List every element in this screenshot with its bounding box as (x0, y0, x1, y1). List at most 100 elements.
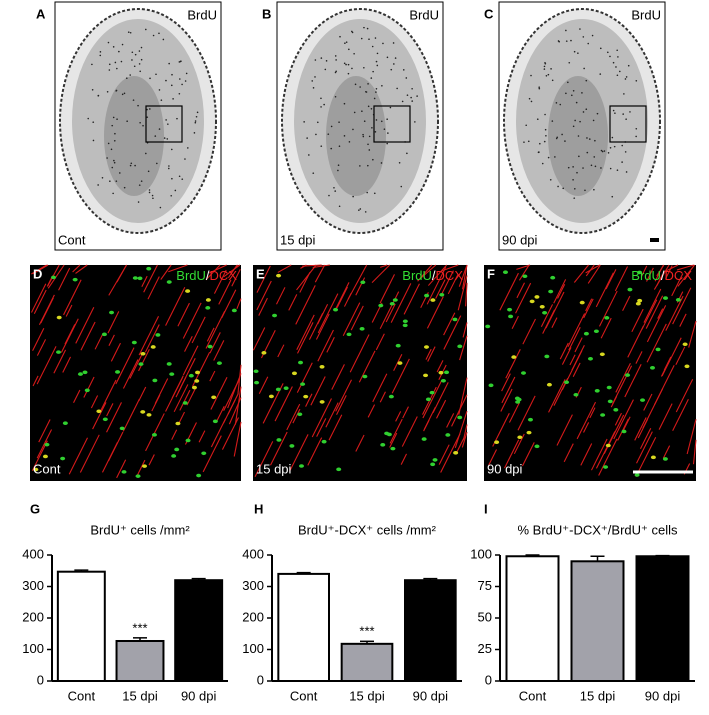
stain-part: DCX (210, 268, 238, 283)
dcx-fiber (426, 266, 447, 305)
dcx-fiber (296, 362, 313, 393)
cell-dot (343, 62, 346, 65)
brdu-cell (511, 355, 517, 359)
brdu-cell (275, 387, 281, 392)
cell-dot (374, 131, 377, 133)
dcx-fiber (505, 348, 521, 379)
cell-dot (612, 61, 615, 64)
brdu-cell (392, 298, 398, 302)
dcx-fiber (206, 327, 215, 342)
cell-dot (635, 79, 638, 82)
dcx-fiber (553, 279, 567, 304)
dcx-fiber (459, 335, 468, 361)
cell-dot (559, 103, 562, 106)
dcx-fiber (275, 287, 286, 305)
brdu-cell (135, 474, 141, 478)
cell-dot (574, 187, 576, 190)
cell-dot (320, 57, 323, 59)
cell-dot (616, 169, 619, 171)
cell-dot (338, 121, 340, 123)
dcx-fiber (617, 418, 629, 441)
cell-dot (394, 57, 397, 59)
cell-dot (134, 53, 137, 56)
cell-dot (193, 132, 196, 134)
dcx-fiber (646, 305, 667, 343)
dcx-fiber (68, 437, 89, 475)
brdu-cell (527, 417, 533, 422)
dcx-fiber (60, 318, 79, 353)
dcx-fiber (613, 399, 634, 440)
stain-part: / (206, 268, 210, 283)
cell-dot (121, 93, 124, 96)
cell-dot (565, 40, 568, 42)
cell-dot (358, 209, 360, 211)
brdu-cell (283, 386, 289, 390)
cell-dot (583, 67, 585, 70)
stain-part: DCX (436, 268, 464, 283)
dcx-fiber (300, 264, 307, 269)
cell-dot (196, 111, 199, 114)
dcx-fiber (145, 413, 165, 452)
brdu-cell (150, 345, 156, 349)
dcx-fiber (432, 382, 449, 414)
dcx-fiber (236, 298, 242, 310)
cell-dot (170, 84, 173, 87)
cell-dot (567, 166, 570, 169)
cell-dot (362, 135, 365, 138)
cell-dot (555, 102, 558, 104)
brdu-cell (321, 439, 327, 444)
dcx-fiber (540, 304, 554, 328)
cell-dot (130, 162, 133, 165)
dcx-fiber (168, 264, 188, 273)
cell-dot (168, 62, 170, 65)
dcx-fiber (614, 266, 629, 292)
brdu-cell (146, 266, 152, 271)
cell-dot (611, 195, 614, 198)
cell-dot (551, 79, 554, 82)
dcx-fiber (427, 264, 448, 286)
dcx-fiber (522, 318, 536, 345)
cell-dot (165, 119, 167, 121)
cell-dot (113, 159, 115, 162)
cell-dot (368, 38, 370, 40)
brdu-cell (380, 443, 386, 447)
dcx-fiber (234, 386, 242, 425)
cell-dot (411, 87, 413, 90)
dcx-fiber (258, 297, 268, 316)
dcx-fiber (349, 334, 370, 373)
cell-dot (627, 64, 630, 67)
dcx-fiber (137, 459, 146, 475)
cell-dot (591, 34, 594, 37)
y-tick-label: 200 (242, 609, 264, 624)
dcx-fiber (336, 286, 348, 309)
dcx-fiber (371, 264, 391, 283)
cell-dot (112, 192, 114, 195)
cell-dot (376, 64, 379, 67)
cell-dot (584, 189, 586, 192)
cell-dot (635, 127, 638, 130)
cell-dot (624, 151, 627, 153)
cell-dot (320, 145, 323, 147)
dcx-fiber (47, 264, 65, 289)
dcx-fiber (598, 290, 618, 327)
cell-dot (572, 89, 575, 92)
panel-letter: C (484, 6, 494, 21)
dcx-fiber (325, 402, 339, 428)
cell-dot (125, 77, 128, 79)
x-tick-label: 15 dpi (349, 688, 385, 703)
dcx-fiber (583, 422, 590, 433)
x-tick-label: 90 dpi (181, 688, 217, 703)
cell-dot (92, 139, 95, 142)
cell-dot (398, 161, 401, 164)
cell-dot (348, 48, 350, 51)
dcx-fiber (395, 411, 402, 422)
cell-dot (561, 133, 563, 136)
dcx-fiber (36, 346, 57, 385)
cell-dot (158, 128, 161, 130)
cell-dot (111, 166, 114, 169)
cell-dot (139, 70, 141, 73)
cell-dot (609, 55, 611, 58)
dcx-fiber (446, 413, 455, 428)
stain-label: BrdU (631, 7, 661, 22)
brdu-cell (529, 299, 535, 304)
